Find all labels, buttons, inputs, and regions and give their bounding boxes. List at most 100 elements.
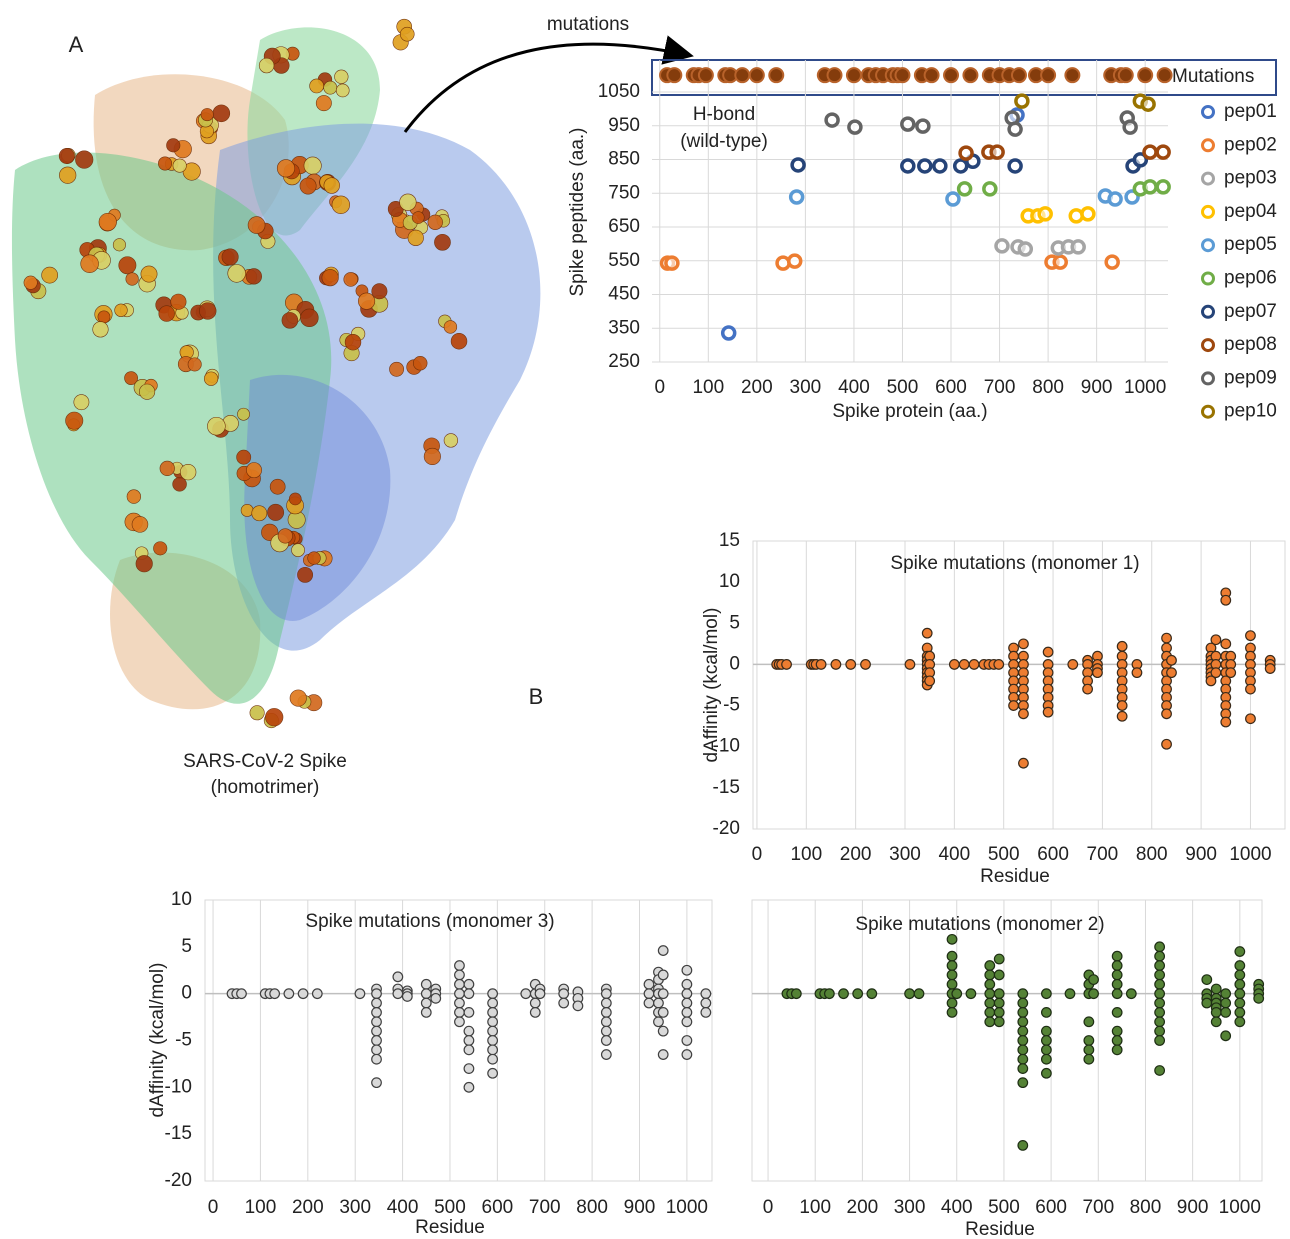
mutation-point bbox=[1156, 67, 1173, 84]
point bbox=[1154, 950, 1166, 962]
y-tick-label: 650 bbox=[608, 216, 640, 237]
y-tick-label: 550 bbox=[608, 250, 640, 271]
point bbox=[1220, 997, 1232, 1009]
point bbox=[951, 988, 963, 1000]
point bbox=[1264, 663, 1276, 674]
residue-sphere bbox=[153, 541, 168, 556]
residue-sphere bbox=[227, 264, 246, 283]
point bbox=[657, 945, 669, 956]
point bbox=[1111, 1025, 1123, 1037]
residue-sphere bbox=[245, 268, 262, 285]
point bbox=[1007, 121, 1023, 137]
mutation-point bbox=[697, 67, 714, 84]
x-tick-label: 100 bbox=[790, 844, 822, 865]
mutation-point bbox=[768, 67, 785, 84]
point bbox=[945, 191, 961, 207]
y-tick-label: -20 bbox=[165, 1170, 192, 1191]
point bbox=[989, 144, 1005, 160]
point bbox=[1220, 1030, 1232, 1042]
point bbox=[1154, 960, 1166, 971]
point bbox=[600, 1049, 612, 1060]
point bbox=[1116, 700, 1128, 711]
point bbox=[487, 1025, 499, 1037]
point bbox=[1116, 710, 1128, 722]
x-tick-label: 700 bbox=[1087, 844, 1119, 865]
x-tick-label: 400 bbox=[938, 844, 970, 865]
point bbox=[392, 988, 404, 1000]
molecular-structure bbox=[11, 18, 541, 729]
residue-sphere bbox=[112, 238, 126, 252]
y-axis-title: Spike peptides (aa.) bbox=[567, 128, 588, 297]
point bbox=[1008, 700, 1019, 711]
residue-sphere bbox=[97, 310, 111, 324]
point bbox=[1042, 646, 1054, 658]
x-tick-label: 300 bbox=[339, 1197, 371, 1218]
plot-frame bbox=[751, 899, 1263, 1182]
x-tick-label: 800 bbox=[1032, 377, 1064, 398]
residue-sphere bbox=[124, 371, 138, 386]
point bbox=[657, 1049, 669, 1060]
point bbox=[1210, 1016, 1222, 1028]
point bbox=[558, 988, 570, 1000]
point bbox=[1245, 683, 1256, 695]
residue-sphere bbox=[335, 83, 350, 98]
point bbox=[1088, 988, 1099, 1000]
arrow-label: mutations bbox=[547, 14, 629, 35]
legend-label: pep04 bbox=[1224, 201, 1277, 222]
point bbox=[1220, 638, 1232, 650]
residue-sphere bbox=[443, 320, 458, 334]
y-tick-label: -5 bbox=[175, 1030, 192, 1051]
point bbox=[463, 1025, 475, 1037]
residue-sphere bbox=[276, 159, 296, 178]
point bbox=[463, 988, 475, 1000]
x-tick-label: 1000 bbox=[1124, 377, 1166, 398]
point bbox=[993, 953, 1005, 965]
point bbox=[1161, 632, 1172, 644]
point bbox=[420, 997, 432, 1009]
residue-sphere bbox=[212, 104, 231, 123]
point bbox=[371, 1016, 382, 1028]
residue-sphere bbox=[158, 156, 173, 171]
residue-sphere bbox=[172, 477, 187, 492]
point bbox=[1253, 992, 1265, 1004]
point bbox=[984, 988, 996, 1000]
point bbox=[1154, 1065, 1166, 1076]
residue-sphere bbox=[200, 108, 214, 122]
legend-label: pep01 bbox=[1224, 101, 1277, 122]
point bbox=[401, 991, 413, 1002]
point bbox=[700, 988, 712, 1000]
point bbox=[1142, 179, 1158, 195]
point bbox=[681, 978, 693, 990]
point bbox=[946, 950, 958, 962]
point bbox=[1017, 997, 1029, 1009]
x-tick-label: 0 bbox=[208, 1197, 219, 1218]
x-axis-title: Residue bbox=[415, 1217, 485, 1238]
arrow bbox=[403, 35, 694, 133]
point bbox=[653, 997, 664, 1009]
point bbox=[1042, 706, 1054, 718]
x-axis-title: Residue bbox=[980, 866, 1050, 887]
point bbox=[1007, 158, 1023, 174]
point bbox=[786, 253, 803, 269]
point bbox=[1111, 978, 1123, 990]
legend-label: Mutations bbox=[1172, 66, 1254, 87]
residue-sphere bbox=[323, 177, 340, 194]
x-tick-label: 700 bbox=[529, 1197, 561, 1218]
x-tick-label: 100 bbox=[245, 1197, 277, 1218]
point bbox=[1201, 997, 1213, 1009]
point bbox=[993, 1016, 1005, 1028]
point bbox=[1040, 1067, 1052, 1079]
point bbox=[463, 1063, 475, 1074]
point bbox=[790, 157, 806, 173]
point bbox=[463, 1007, 475, 1018]
point bbox=[1017, 1016, 1029, 1028]
mutations-box bbox=[651, 59, 1277, 96]
point bbox=[952, 158, 969, 174]
x-tick-label: 1000 bbox=[1219, 1197, 1261, 1218]
x-tick-label: 200 bbox=[840, 844, 872, 865]
point bbox=[283, 988, 295, 1000]
y-tick-label: 750 bbox=[608, 182, 640, 203]
x-tick-label: 300 bbox=[790, 377, 822, 398]
mutation-point bbox=[1064, 67, 1081, 84]
residue-sphere bbox=[412, 356, 428, 371]
